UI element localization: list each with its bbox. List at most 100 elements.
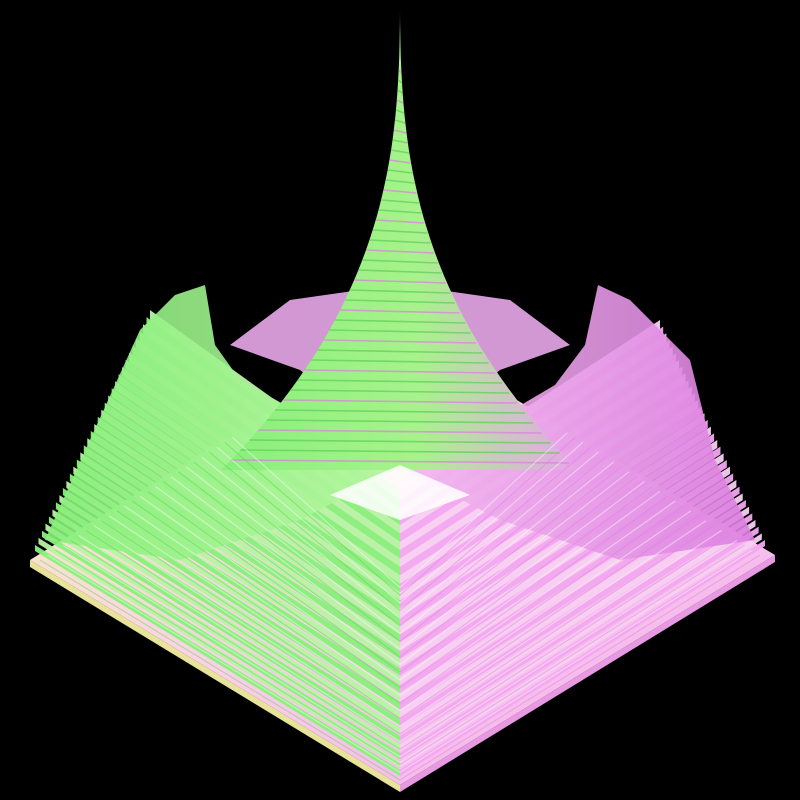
contour-line-left bbox=[209, 451, 401, 612]
spike-stripe bbox=[317, 349, 483, 354]
spike-stripe bbox=[334, 319, 466, 324]
spike-stripe bbox=[395, 109, 405, 114]
terrace-right-strip bbox=[400, 533, 762, 768]
contour-line-right bbox=[399, 505, 684, 704]
spike-stripe bbox=[369, 239, 431, 244]
contour-line-right bbox=[399, 481, 645, 665]
terrace-left-strip bbox=[45, 523, 401, 751]
spike-stripe bbox=[304, 369, 496, 374]
spike-stripe bbox=[354, 279, 446, 284]
contour-line-left bbox=[216, 446, 401, 604]
ridge-wall bbox=[405, 285, 755, 560]
contour-line-right bbox=[399, 534, 730, 750]
contour-line-right bbox=[399, 544, 745, 766]
contour-line-left bbox=[170, 476, 401, 650]
spike-stripe bbox=[345, 299, 455, 304]
spike-stripe bbox=[282, 399, 518, 404]
contour-line-left bbox=[70, 539, 401, 750]
contour-line-right bbox=[399, 520, 707, 727]
spike-stripe bbox=[394, 119, 406, 124]
contour-line-right bbox=[399, 436, 576, 596]
contour-line-left bbox=[108, 515, 401, 712]
contour-line-right bbox=[399, 471, 630, 650]
spike-stripe bbox=[375, 219, 425, 224]
spike-stripe bbox=[378, 209, 422, 214]
spike-stripe bbox=[290, 389, 510, 394]
contour-line-left bbox=[85, 530, 401, 735]
spike-stripe bbox=[311, 359, 489, 364]
terrace-left-strip bbox=[38, 537, 400, 768]
terrace-right-strip bbox=[400, 526, 759, 760]
contour-line-left bbox=[62, 544, 401, 758]
spike-stripe bbox=[398, 69, 402, 74]
ridge-wall bbox=[45, 285, 395, 560]
contour-line-left bbox=[232, 437, 401, 588]
spike-stripe bbox=[340, 309, 460, 314]
spike-stripe bbox=[381, 199, 419, 204]
contour-line-left bbox=[162, 481, 401, 658]
spike-stripe bbox=[372, 229, 428, 234]
terrace-left-strip bbox=[41, 530, 400, 760]
terrace-left-strip bbox=[35, 545, 400, 776]
contour-line-right bbox=[399, 432, 568, 588]
spike-stripe bbox=[389, 159, 411, 164]
contour-line-right bbox=[399, 466, 622, 642]
contour-line-left bbox=[224, 441, 401, 596]
contour-line-left bbox=[178, 471, 401, 642]
contour-line-left bbox=[78, 535, 401, 742]
terrace-right-strip bbox=[400, 540, 765, 776]
spike-stripe bbox=[385, 179, 415, 184]
spike-stripe bbox=[362, 259, 438, 264]
spike-stripe bbox=[397, 79, 403, 84]
contour-line-right bbox=[399, 441, 584, 604]
spike-stripe bbox=[390, 149, 410, 154]
contour-line-left bbox=[39, 559, 401, 781]
terrace-left-strip bbox=[55, 502, 401, 726]
spike-stripe bbox=[266, 419, 534, 424]
contour-line-right bbox=[399, 539, 738, 758]
spike-stripe bbox=[383, 189, 417, 194]
spike-stripe bbox=[258, 429, 542, 434]
spike-stripe bbox=[397, 89, 403, 94]
contour-line-right bbox=[399, 525, 715, 735]
contour-line-left bbox=[55, 549, 401, 766]
spike-stripe bbox=[392, 139, 408, 144]
contour-line-right bbox=[399, 476, 638, 658]
contour-line-left bbox=[147, 490, 401, 673]
contour-line-left bbox=[132, 500, 401, 689]
spike-stripe bbox=[393, 129, 407, 134]
spike-stripe bbox=[329, 329, 471, 334]
spike-stripe bbox=[249, 439, 551, 444]
contour-line-left bbox=[101, 520, 401, 719]
contour-line-right bbox=[399, 446, 591, 612]
contour-line-right bbox=[399, 554, 761, 781]
contour-line-left bbox=[193, 461, 401, 627]
contour-line-right bbox=[399, 461, 615, 635]
spike-stripe bbox=[240, 449, 560, 454]
contour-line-right bbox=[399, 451, 599, 619]
spike-stripe bbox=[396, 99, 404, 104]
contour-line-right bbox=[399, 510, 692, 712]
terrace-right-strip bbox=[400, 513, 753, 743]
contour-line-right bbox=[399, 515, 699, 719]
contour-line-right bbox=[399, 495, 668, 689]
spike-stripe bbox=[358, 269, 442, 274]
spike-stripe bbox=[274, 409, 526, 414]
contour-line-right bbox=[399, 530, 722, 742]
spike-stripe bbox=[230, 459, 570, 464]
terrace-left-strip bbox=[52, 509, 400, 735]
contour-line-left bbox=[47, 554, 401, 773]
contour-stripes bbox=[39, 69, 761, 781]
spike-stripe bbox=[349, 289, 451, 294]
contour-line-left bbox=[185, 466, 401, 635]
contour-line-left bbox=[93, 525, 401, 727]
terrace-right-strip bbox=[400, 500, 746, 726]
contour-line-right bbox=[399, 485, 653, 673]
contour-line-right bbox=[399, 490, 661, 681]
contour-line-left bbox=[116, 510, 401, 704]
terrace-right-strip bbox=[400, 506, 750, 735]
spike-stripe bbox=[323, 339, 477, 344]
saddle-highlight bbox=[330, 465, 470, 520]
